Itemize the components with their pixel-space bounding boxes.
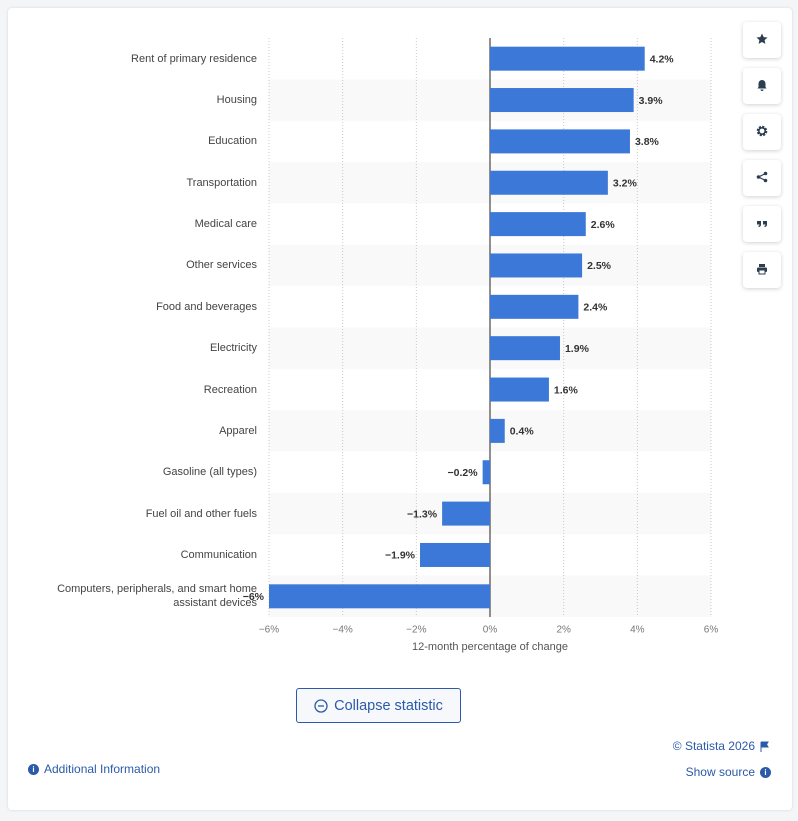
additional-info-label: Additional Information xyxy=(44,762,161,776)
bar xyxy=(490,170,608,195)
x-tick-label: −4% xyxy=(333,625,353,636)
share-button[interactable] xyxy=(743,160,781,196)
value-label: 3.2% xyxy=(613,178,638,190)
value-label: 0.4% xyxy=(510,426,535,438)
category-label: Housing xyxy=(216,94,257,107)
value-label: 2.5% xyxy=(587,260,612,272)
bar xyxy=(482,460,490,485)
value-label: 2.6% xyxy=(591,219,616,231)
value-label: 1.9% xyxy=(565,343,590,355)
card xyxy=(8,8,792,810)
x-tick-label: 6% xyxy=(704,625,719,636)
category-label: Food and beverages xyxy=(156,300,257,313)
bar xyxy=(490,253,583,278)
value-label: 4.2% xyxy=(650,53,675,65)
additional-info-link[interactable]: i Additional Information xyxy=(28,762,160,776)
category-label: Computers, peripherals, and smart home a… xyxy=(57,583,257,610)
show-source-label: Show source xyxy=(685,765,755,779)
bar xyxy=(490,294,579,319)
category-label: Electricity xyxy=(209,342,257,355)
category-label: Recreation xyxy=(203,383,257,396)
value-label: −1.3% xyxy=(407,508,438,520)
value-label: −0.2% xyxy=(448,467,479,479)
print-button[interactable] xyxy=(743,252,781,288)
bar xyxy=(490,336,560,361)
copyright[interactable]: © Statista 2026 xyxy=(673,739,770,753)
category-label: Education xyxy=(208,135,257,148)
x-tick-label: 4% xyxy=(630,625,645,636)
category-label: Communication xyxy=(180,548,257,561)
value-label: 3.9% xyxy=(639,95,664,107)
value-label: 2.4% xyxy=(583,302,608,314)
collapse-label: Collapse statistic xyxy=(334,697,443,714)
show-source-link[interactable]: Show source i xyxy=(686,765,771,779)
bar xyxy=(420,542,490,567)
bar xyxy=(490,377,549,402)
x-tick-label: 2% xyxy=(556,625,571,636)
value-label: 1.6% xyxy=(554,384,579,396)
category-label: Fuel oil and other fuels xyxy=(145,507,257,520)
bar xyxy=(442,501,490,526)
value-label: −6% xyxy=(243,591,265,603)
x-tick-label: 0% xyxy=(483,625,498,636)
category-label: Rent of primary residence xyxy=(131,52,257,65)
cite-button[interactable] xyxy=(743,206,781,242)
bar xyxy=(490,88,634,113)
category-label: Apparel xyxy=(219,424,257,437)
bar xyxy=(490,418,505,443)
category-label: Other services xyxy=(186,259,257,272)
bar xyxy=(490,46,645,71)
category-label: Medical care xyxy=(194,218,257,231)
bar xyxy=(269,584,490,609)
value-label: −1.9% xyxy=(385,550,416,562)
category-label: Gasoline (all types) xyxy=(162,466,257,479)
settings-button[interactable] xyxy=(743,114,781,150)
favorite-button[interactable] xyxy=(743,22,781,58)
collapse-button[interactable]: Collapse statistic xyxy=(296,688,461,723)
x-axis-title: 12-month percentage of change xyxy=(412,641,568,653)
category-label: Transportation xyxy=(186,176,257,189)
notification-button[interactable] xyxy=(743,68,781,104)
value-label: 3.8% xyxy=(635,136,660,148)
copyright-label: © Statista 2026 xyxy=(672,739,755,753)
x-tick-label: −2% xyxy=(406,625,426,636)
bar xyxy=(490,212,586,237)
bar xyxy=(490,129,630,154)
x-tick-label: −6% xyxy=(259,625,279,636)
